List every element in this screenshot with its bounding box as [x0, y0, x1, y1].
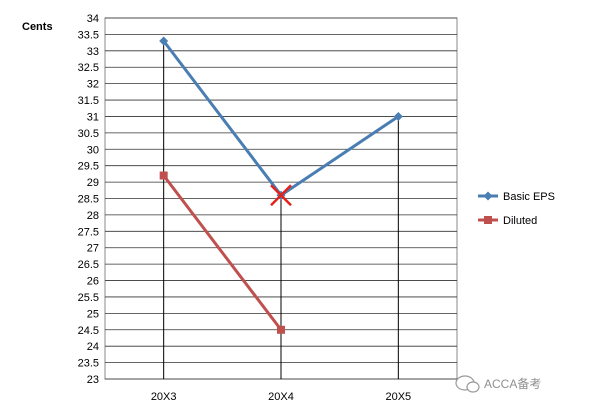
y-tick-label: 27	[87, 243, 99, 255]
y-tick-label: 28	[87, 210, 99, 222]
legend-item: Basic EPS	[478, 191, 555, 203]
watermark-text: ACCA备考	[484, 377, 541, 391]
y-tick-label: 24	[87, 341, 99, 353]
y-axis-label: Cents	[22, 21, 53, 33]
y-tick-label: 29.5	[78, 161, 99, 173]
data-point	[393, 111, 403, 121]
legend: Basic EPS Diluted	[478, 191, 555, 227]
y-tick-label: 25	[87, 308, 99, 320]
series-line	[162, 174, 283, 331]
y-tick-label: 30	[87, 144, 99, 156]
y-tick-label: 32	[87, 79, 99, 91]
y-tick-label: 33.5	[78, 29, 99, 41]
cross-mark	[270, 184, 292, 207]
y-tick-label: 26.5	[78, 259, 99, 271]
data-point	[159, 36, 169, 46]
x-tick-label: 20X5	[385, 391, 411, 403]
data-point	[159, 171, 168, 180]
y-tick-label: 23	[87, 374, 99, 386]
y-tick-label: 26	[87, 276, 99, 288]
chat-bubble-icon	[455, 375, 480, 393]
data-point	[277, 325, 285, 334]
y-tick-label: 28.5	[78, 194, 99, 206]
y-tick-label: 23.5	[78, 358, 99, 370]
y-tick-label: 34	[87, 13, 99, 25]
watermark: ACCA备考	[455, 375, 541, 393]
y-tick-label: 30.5	[78, 128, 99, 140]
x-tick-label: 20X4	[268, 391, 294, 403]
y-tick-label: 33	[87, 46, 99, 58]
y-tick-label: 24.5	[78, 325, 99, 337]
series-line	[162, 40, 400, 197]
legend-item: Diluted	[478, 215, 537, 227]
legend-label: Basic EPS	[503, 191, 555, 203]
y-tick-label: 29	[87, 177, 99, 189]
legend-label: Diluted	[503, 215, 537, 227]
y-tick-label: 31	[87, 111, 99, 123]
y-tick-label: 25.5	[78, 292, 99, 304]
y-tick-label: 27.5	[78, 226, 99, 238]
y-tick-label: 31.5	[78, 95, 99, 107]
legend-marker	[483, 191, 493, 201]
x-tick-label: 20X3	[151, 391, 177, 403]
legend-marker	[484, 216, 492, 224]
y-tick-label: 32.5	[78, 62, 99, 74]
